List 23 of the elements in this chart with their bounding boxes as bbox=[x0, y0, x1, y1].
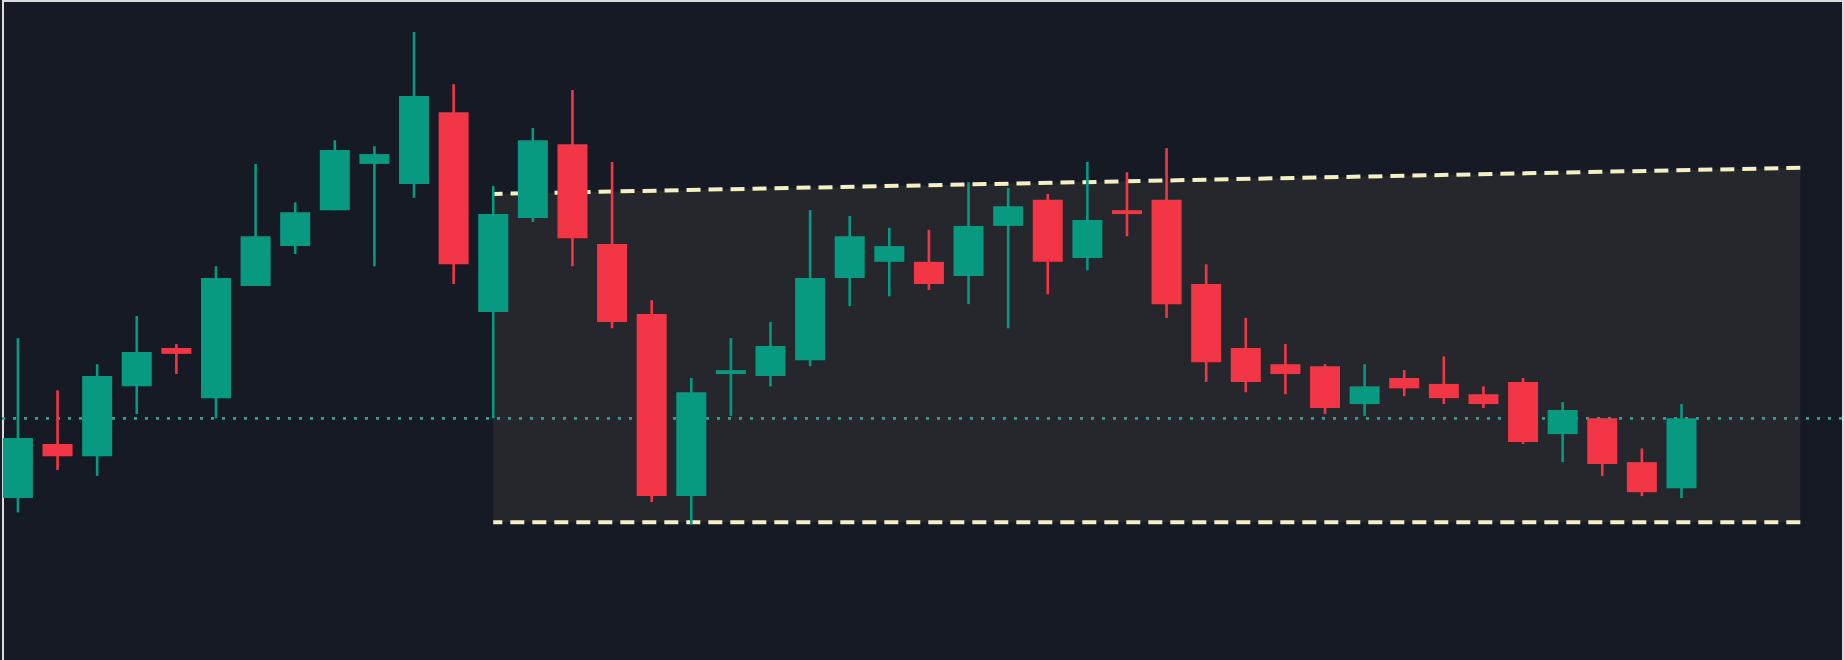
candlestick bbox=[1310, 362, 1341, 416]
candlestick bbox=[1547, 400, 1578, 464]
candlestick bbox=[1270, 342, 1301, 396]
candlestick bbox=[280, 200, 311, 256]
candlestick bbox=[121, 314, 152, 416]
candlestick bbox=[993, 186, 1024, 330]
candlestick bbox=[755, 320, 786, 388]
candlestick bbox=[1111, 170, 1142, 238]
candlestick bbox=[1389, 368, 1420, 398]
candlestick bbox=[1468, 385, 1499, 410]
candlestick bbox=[1587, 417, 1618, 478]
candlestick bbox=[1230, 316, 1261, 394]
candlestick bbox=[1626, 447, 1657, 498]
candlestick bbox=[715, 336, 746, 418]
candlestick bbox=[1349, 362, 1380, 418]
candlestick bbox=[913, 228, 944, 292]
candlestick bbox=[1428, 355, 1459, 406]
candlestick bbox=[42, 388, 73, 472]
candlestick bbox=[1072, 160, 1103, 272]
candlestick bbox=[834, 214, 865, 308]
candlestick bbox=[874, 226, 905, 298]
candlestick bbox=[359, 144, 390, 268]
candlestick bbox=[161, 342, 192, 376]
